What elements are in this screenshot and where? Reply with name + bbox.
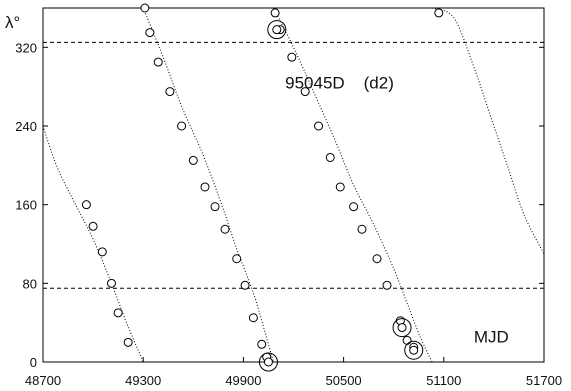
data-point-13 [210,202,220,212]
y-tick-label-0: 0 [30,355,37,370]
data-point-24 [314,121,324,131]
curve-3 [431,7,545,255]
annotation-1: (d2) [364,74,394,93]
x-tick-label-1: 49300 [125,373,161,388]
data-point-28 [357,224,367,234]
large-circle-3 [404,340,424,360]
data-point-26 [335,182,345,192]
data-point-1 [88,221,98,231]
data-point-27 [349,202,359,212]
curve-2 [273,7,433,363]
y-tick-label-2: 160 [15,198,37,213]
data-point-11 [188,155,198,165]
large-circle-2 [392,318,412,338]
annotations: 95045D (d2) MJD [285,74,509,347]
data-points [81,3,444,362]
data-point-4 [113,308,123,318]
y-tick-label-4: 320 [15,40,37,55]
data-point-16 [240,280,250,290]
data-point-3 [106,278,116,288]
plot-frame [42,7,545,363]
large-circle-core-3 [409,345,419,355]
data-point-32 [402,335,412,345]
data-point-2 [97,247,107,257]
x-tick-label-5: 51700 [526,373,562,388]
axis-ticks: 48700 49300 49900 50500 51100 51700 0 80 160 240 3… [5,13,562,388]
data-point-30 [382,280,392,290]
x-tick-label-3: 50500 [326,373,362,388]
data-point-5 [123,337,133,347]
x-tick-label-0: 48700 [25,373,61,388]
annotation-0: 95045D [285,74,345,93]
large-circle-0 [267,20,287,40]
y-tick-label-1: 80 [23,276,37,291]
data-point-12 [200,182,210,192]
data-point-10 [177,121,187,131]
annotation-2: MJD [474,327,509,346]
data-point-7 [145,28,155,38]
large-circle-1 [258,352,278,372]
data-point-18 [257,339,267,349]
data-point-9 [165,87,175,97]
highlight-circles [258,20,424,372]
data-point-29 [372,254,382,264]
large-circle-core-1 [263,357,273,367]
data-point-34 [434,8,444,18]
data-point-20 [270,8,280,18]
large-circle-core-0 [272,25,282,35]
data-point-14 [220,224,230,234]
x-tick-label-2: 49900 [225,373,261,388]
x-tick-label-4: 51100 [426,373,461,388]
data-point-8 [153,57,163,67]
curve-0 [42,125,144,363]
data-point-22 [287,52,297,62]
data-point-0 [81,200,91,210]
data-point-25 [325,152,335,162]
trend-curves [42,7,545,363]
data-point-17 [248,313,258,323]
y-axis-label: λ° [5,13,20,32]
data-point-15 [232,254,242,264]
data-point-6 [140,3,150,13]
y-tick-label-3: 240 [15,119,37,134]
plot-border [42,7,545,363]
data-point-23 [300,87,310,97]
large-circle-core-2 [397,323,407,333]
